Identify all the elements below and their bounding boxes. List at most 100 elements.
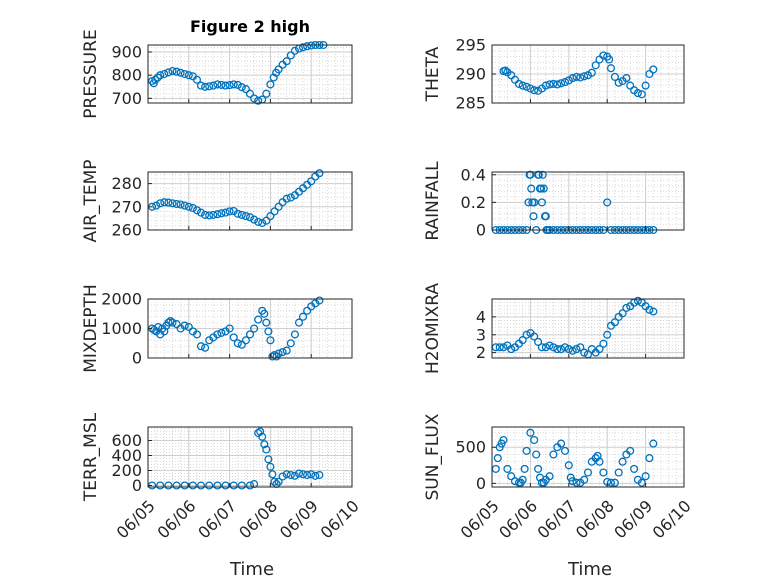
x-tick-label: 06/05 — [457, 496, 503, 542]
y-tick-label: 270 — [111, 197, 142, 216]
data-point — [537, 343, 546, 352]
data-point — [568, 74, 577, 83]
data-point — [560, 446, 570, 455]
data-point — [530, 86, 539, 95]
y-tick-label: 260 — [111, 221, 142, 240]
data-point — [622, 74, 631, 83]
x-tick-label: 06/06 — [495, 496, 541, 542]
data-point — [557, 439, 566, 448]
data-point — [606, 478, 616, 487]
data-point — [196, 481, 206, 490]
data-point — [518, 475, 527, 484]
data-point — [541, 212, 550, 221]
y-tick-label: 280 — [111, 174, 142, 193]
data-point — [282, 194, 291, 203]
data-point — [524, 198, 533, 207]
y-tick-label: 2 — [476, 343, 486, 362]
subplot-theta: 285 290 295 THETA — [423, 36, 685, 113]
data-point — [603, 198, 612, 207]
data-point — [184, 322, 193, 332]
data-point — [532, 450, 541, 459]
data-point — [192, 75, 202, 84]
data-point — [274, 477, 283, 486]
data-point — [545, 472, 554, 481]
data-point — [237, 210, 246, 219]
data-point — [172, 199, 181, 209]
data-point — [645, 305, 654, 314]
data-point — [250, 94, 259, 103]
data-point — [229, 333, 238, 342]
data-point — [196, 208, 206, 217]
data-point — [172, 320, 181, 329]
axes-background — [492, 427, 684, 487]
data-point — [614, 468, 623, 477]
data-point — [201, 210, 210, 219]
data-point — [637, 90, 646, 99]
data-point — [538, 170, 547, 179]
data-point — [572, 72, 581, 81]
data-point — [152, 201, 161, 210]
y-tick-label: 295 — [455, 36, 486, 55]
data-point — [541, 343, 550, 352]
data-point — [526, 84, 535, 93]
data-point — [286, 470, 295, 480]
subplot-pressure: 700 800 900 PRESSURE Figure 2 high — [81, 17, 353, 119]
data-point — [176, 68, 185, 77]
y-tick-label: 1000 — [101, 319, 142, 338]
data-point — [241, 85, 250, 94]
data-point — [303, 470, 312, 480]
data-point — [527, 184, 536, 193]
data-point — [626, 446, 635, 455]
data-point — [176, 200, 185, 209]
data-point — [583, 468, 593, 477]
y-tick-label: 400 — [111, 446, 142, 465]
data-point — [526, 170, 535, 179]
data-point — [221, 208, 230, 217]
data-point — [205, 481, 214, 490]
data-point — [315, 169, 324, 178]
data-point — [553, 80, 562, 89]
data-point — [303, 42, 312, 51]
data-point — [233, 209, 242, 218]
data-point — [188, 203, 197, 213]
y-tick-label: 3 — [476, 325, 486, 344]
data-point — [241, 212, 250, 221]
y-tick-label: 500 — [455, 438, 486, 457]
data-point — [501, 66, 510, 75]
data-point — [237, 83, 246, 92]
data-point — [282, 470, 291, 479]
data-point — [633, 296, 642, 305]
data-point — [534, 464, 543, 473]
data-point — [599, 51, 608, 60]
data-point — [201, 82, 210, 91]
data-point — [499, 435, 508, 445]
data-point — [529, 212, 538, 221]
data-point — [250, 324, 259, 333]
data-point — [225, 81, 234, 90]
data-point — [164, 198, 173, 207]
data-point — [298, 312, 308, 321]
data-point — [576, 73, 585, 82]
data-point — [637, 478, 646, 487]
data-point — [580, 72, 589, 81]
data-point — [603, 330, 612, 339]
x-tick-label: 06/07 — [194, 496, 240, 542]
data-point — [526, 428, 535, 437]
data-point — [649, 439, 658, 448]
data-point — [599, 468, 608, 477]
data-point — [553, 345, 562, 354]
axes-background — [492, 172, 684, 230]
data-point — [510, 477, 520, 486]
y-tick-label: 200 — [111, 461, 142, 480]
data-point — [260, 440, 269, 449]
data-point — [153, 73, 162, 82]
data-point — [580, 475, 589, 484]
chart-title: Figure 2 high — [190, 17, 310, 36]
y-tick-label: 600 — [111, 431, 142, 450]
data-point — [192, 206, 202, 215]
data-point — [278, 348, 287, 357]
x-axis-label: Time — [229, 559, 274, 580]
data-point — [221, 481, 230, 490]
